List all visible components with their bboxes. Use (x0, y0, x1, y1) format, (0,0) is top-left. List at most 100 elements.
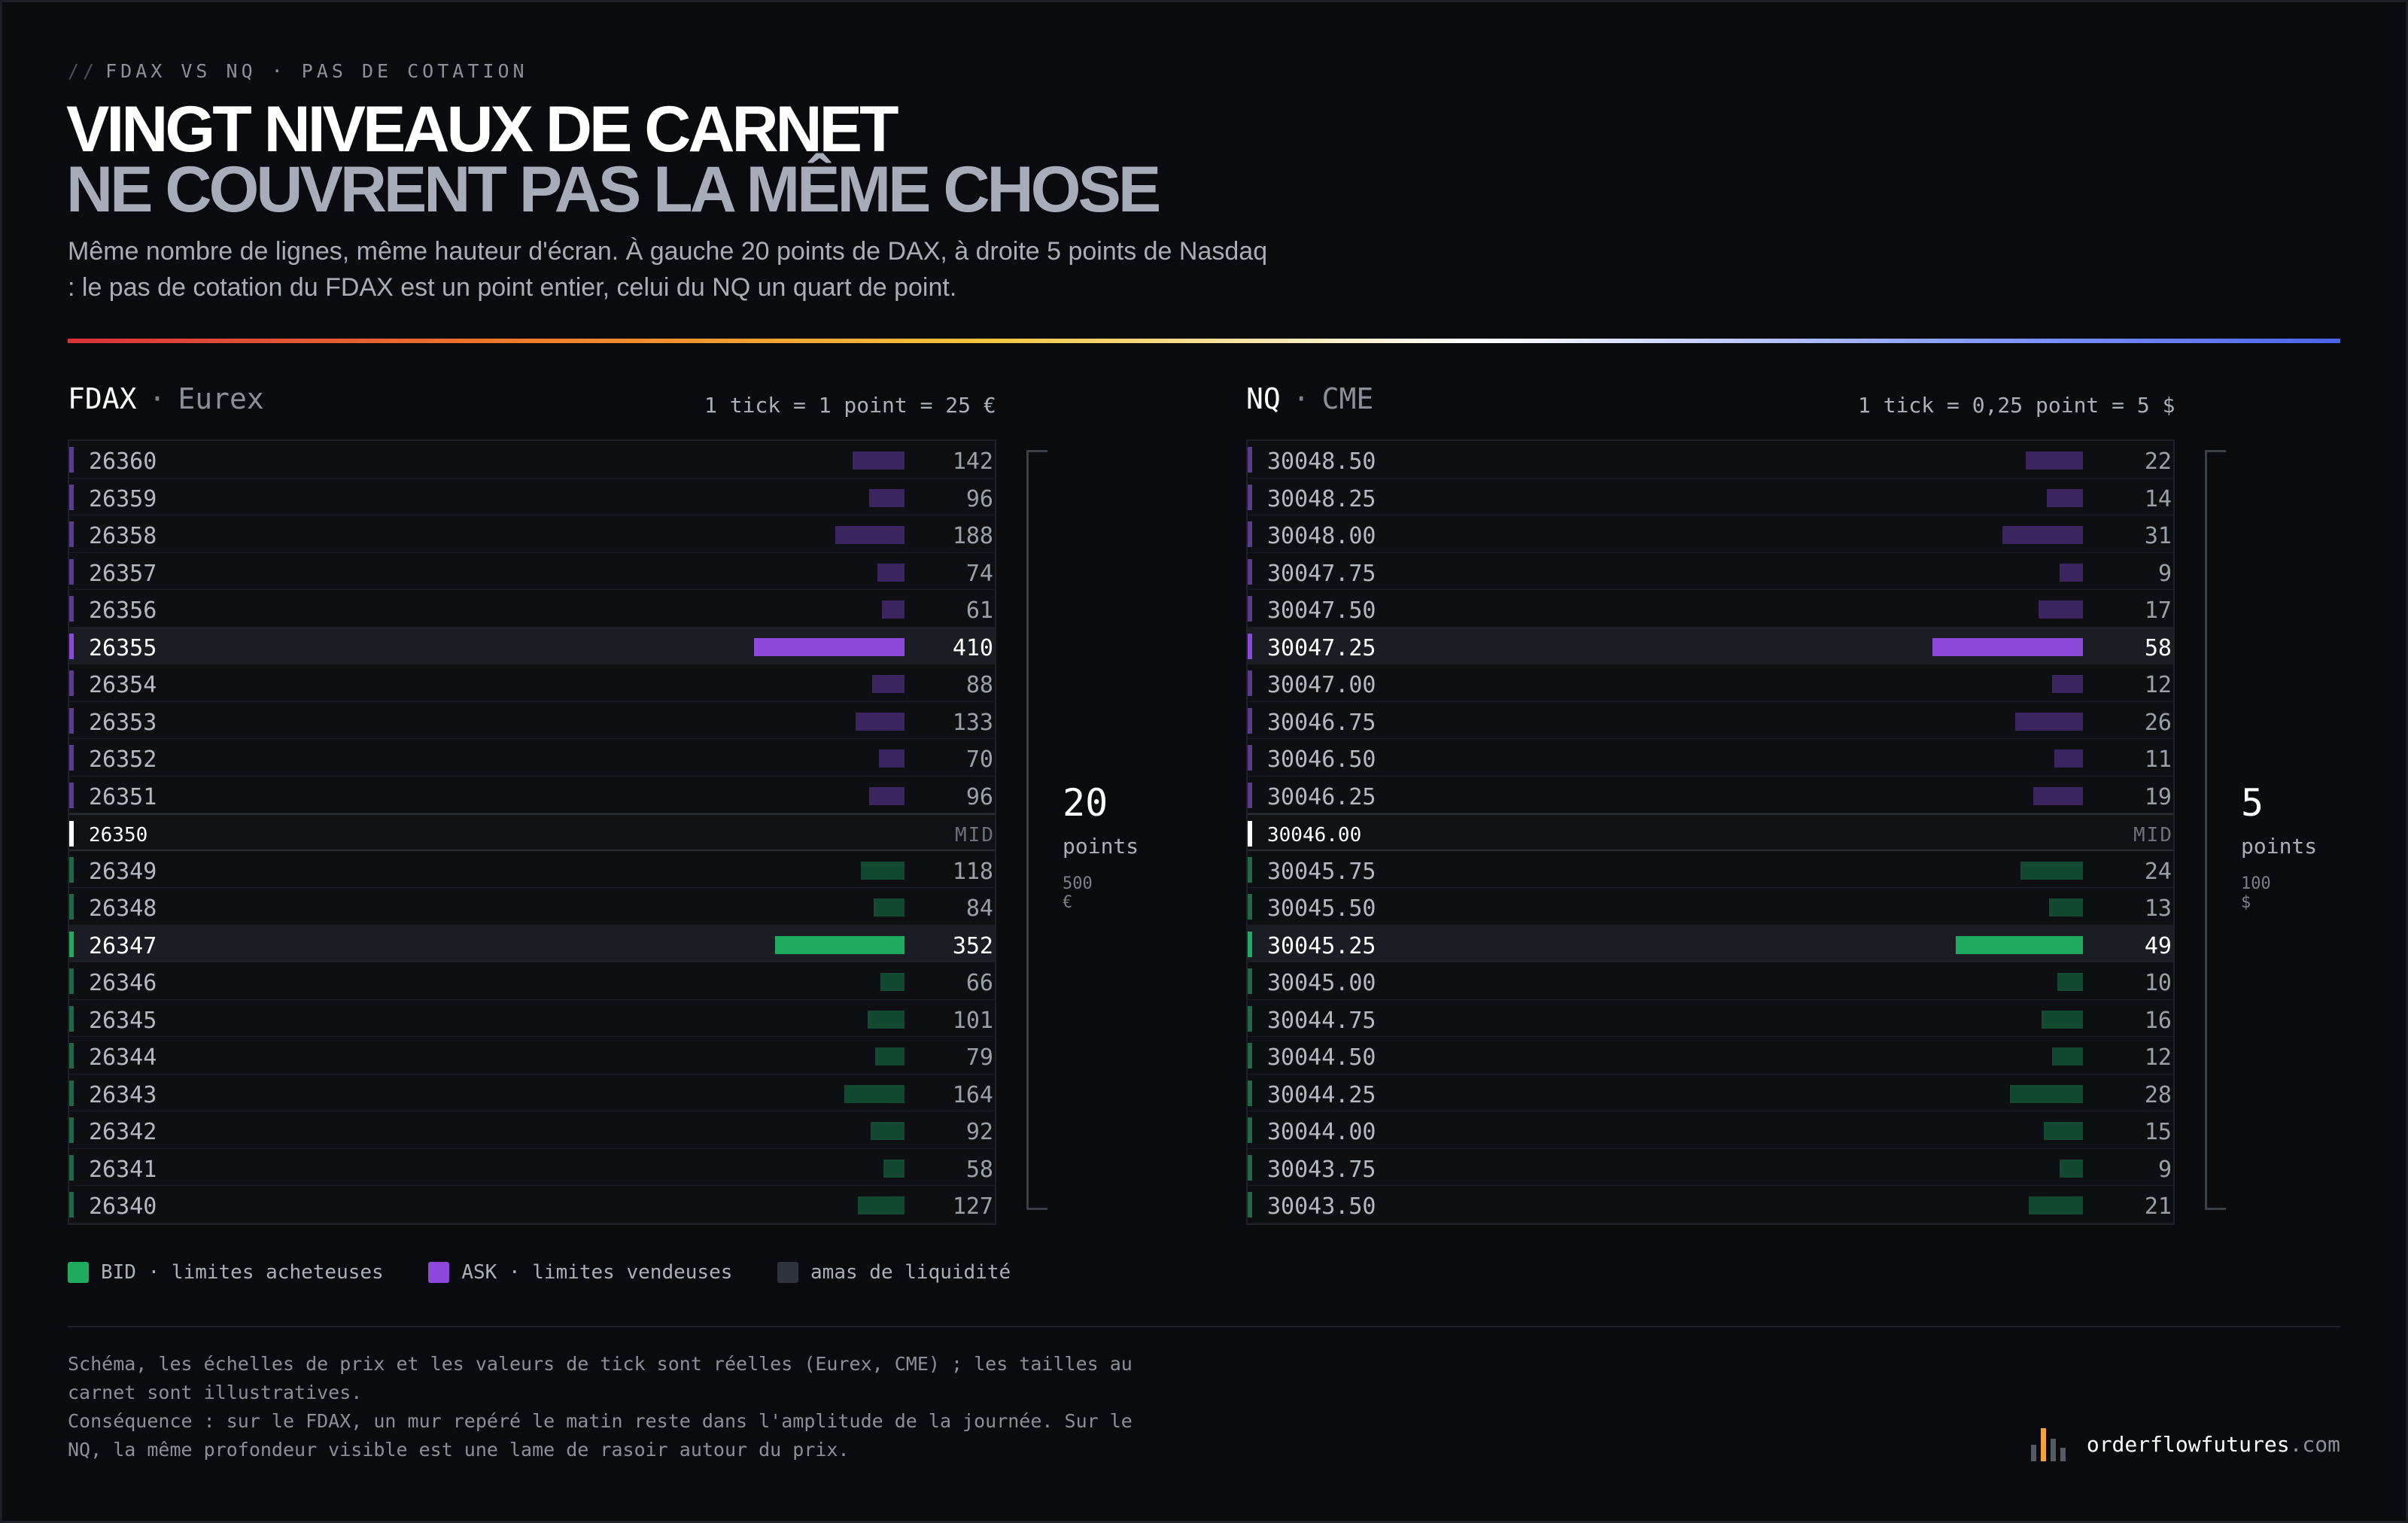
legend-ask-label: ASK · limites vendeuses (461, 1261, 733, 1284)
size-label: 49 (2144, 932, 2172, 959)
size-bar (875, 1047, 905, 1065)
size-bar (2049, 898, 2083, 917)
bid-level-row: 26349 118 (69, 851, 995, 888)
side-edge-marker (69, 521, 74, 547)
mid-row: 30046.00 MID (1248, 813, 2173, 851)
size-bar (835, 526, 905, 544)
bid-level-row: 26342 92 (69, 1111, 995, 1149)
bars-logo-icon (2030, 1427, 2070, 1461)
legend-bid: BID · limites acheteuses (68, 1261, 384, 1284)
size-label: 21 (2144, 1193, 2172, 1220)
size-bar (2044, 1122, 2083, 1140)
side-edge-marker (69, 1005, 74, 1032)
side-edge-marker (69, 1154, 74, 1181)
size-label: 58 (2144, 634, 2172, 661)
side-edge-marker (69, 1080, 74, 1106)
size-bar (856, 712, 905, 731)
size-bar (754, 637, 905, 656)
bid-level-row: 30045.75 24 (1248, 851, 2173, 888)
bid-level-row: 26347 352 (69, 925, 995, 962)
page-title: VINGT NIVEAUX DE CARNET NE COUVRENT PAS … (66, 97, 1161, 226)
price-label: 26353 (89, 709, 157, 736)
order-book: 26360 142 26359 96 26358 188 26357 74 26356 61 263… (68, 439, 996, 1225)
ask-level-row: 30046.75 26 (1248, 702, 2173, 739)
side-edge-marker (1248, 670, 1252, 696)
bid-level-row: 26341 58 (69, 1149, 995, 1186)
span-bracket (1026, 450, 1047, 1210)
price-label: 30046.75 (1267, 709, 1376, 736)
size-bar (867, 1010, 905, 1029)
size-label: 17 (2144, 597, 2172, 624)
order-book: 30048.50 22 30048.25 14 30048.00 31 30047.75 9 3… (1246, 439, 2175, 1225)
size-bar (880, 973, 905, 991)
price-label: 30047.50 (1267, 597, 1376, 624)
exchange-label: CME (1321, 382, 1374, 415)
price-label: 30045.50 (1267, 895, 1376, 922)
logo-bar (2050, 1439, 2056, 1461)
ask-level-row: 30048.25 14 (1248, 479, 2173, 515)
size-label: 12 (2144, 672, 2172, 698)
span-value: 5 (2241, 781, 2264, 825)
size-bar (2051, 1047, 2083, 1065)
price-label: 26343 (89, 1081, 157, 1108)
span-value: 20 (1063, 781, 1108, 825)
bid-level-row: 30044.50 12 (1248, 1037, 2173, 1075)
ask-level-row: 30047.00 12 (1248, 664, 2173, 702)
price-label: 26347 (89, 932, 157, 959)
ask-level-row: 26351 96 (69, 777, 995, 813)
tick-label: 1 tick = 1 point = 25 € (704, 393, 996, 418)
logo-bar (2030, 1445, 2036, 1461)
side-edge-marker (1248, 1005, 1252, 1032)
size-bar (869, 786, 905, 805)
footer-divider (68, 1326, 2340, 1327)
size-bar (2046, 488, 2083, 507)
size-bar (883, 1159, 905, 1178)
bid-swatch (68, 1262, 89, 1283)
price-label: 30046.00 (1267, 824, 1362, 847)
price-label: 30044.25 (1267, 1081, 1376, 1108)
size-label: 79 (965, 1044, 993, 1071)
price-label: 26346 (89, 970, 157, 996)
bid-level-row: 26348 84 (69, 888, 995, 926)
ask-level-row: 26358 188 (69, 515, 995, 553)
size-label: 164 (952, 1081, 993, 1108)
price-label: 26342 (89, 1119, 157, 1145)
side-edge-marker (1248, 633, 1252, 659)
size-bar (871, 1122, 905, 1140)
brand[interactable]: orderflowfutures .com (2030, 1427, 2340, 1461)
price-label: 26344 (89, 1044, 157, 1071)
side-edge-marker (1248, 782, 1252, 808)
gradient-rule (68, 339, 2340, 343)
size-bar (2059, 1159, 2083, 1178)
tick-label: 1 tick = 0,25 point = 5 $ (1858, 393, 2175, 418)
size-bar (2033, 786, 2083, 805)
size-bar (2020, 861, 2083, 880)
bid-level-row: 26340 127 (69, 1186, 995, 1224)
size-label: 84 (965, 895, 993, 922)
mid-label: MID (2133, 824, 2173, 847)
ask-level-row: 30046.50 11 (1248, 739, 2173, 777)
size-bar (877, 563, 905, 582)
bid-level-row: 30045.50 13 (1248, 888, 2173, 926)
size-bar (2002, 526, 2083, 544)
size-bar (861, 861, 905, 880)
ask-level-row: 30048.50 22 (1248, 441, 2173, 479)
size-bar (872, 675, 905, 693)
price-label: 26351 (89, 783, 157, 810)
ask-level-row: 26356 61 (69, 590, 995, 628)
title-line-2: NE COUVRENT PAS LA MÊME CHOSE (66, 154, 1161, 226)
price-label: 30044.00 (1267, 1119, 1376, 1145)
size-bar (878, 749, 905, 768)
bid-level-row: 26346 66 (69, 962, 995, 1000)
price-label: 30045.00 (1267, 970, 1376, 996)
size-label: 352 (952, 932, 993, 959)
span-amount: 500 € (1063, 874, 1093, 912)
size-label: 9 (2157, 560, 2172, 587)
size-bar (1956, 935, 2083, 954)
size-label: 88 (965, 672, 993, 698)
size-bar (858, 1196, 905, 1214)
price-label: 30043.50 (1267, 1193, 1376, 1220)
size-label: 92 (965, 1119, 993, 1145)
size-label: 96 (965, 783, 993, 810)
side-edge-marker (69, 670, 74, 696)
